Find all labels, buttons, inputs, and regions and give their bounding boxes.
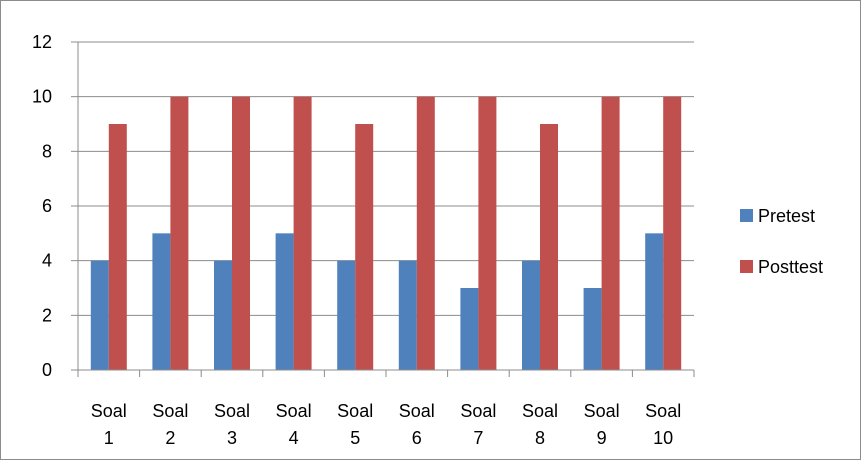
x-tick-label: Soal <box>460 401 496 421</box>
x-tick-label: 5 <box>350 428 360 448</box>
y-tick-label: 6 <box>42 196 52 216</box>
x-tick-label: 2 <box>165 428 175 448</box>
bar-pretest-3 <box>214 260 232 370</box>
x-tick-label: Soal <box>645 401 681 421</box>
x-tick-label: 7 <box>473 428 483 448</box>
bar-pretest-6 <box>398 260 417 370</box>
bar-pretest-2 <box>152 233 171 370</box>
x-tick-label: Soal <box>584 401 620 421</box>
y-tick-label: 0 <box>42 360 52 380</box>
x-tick-label: 10 <box>653 428 673 448</box>
y-tick-label: 12 <box>32 32 52 52</box>
x-tick-label: 3 <box>227 428 237 448</box>
y-tick-label: 2 <box>42 305 52 325</box>
legend: Pretest Posttest <box>740 206 823 277</box>
bar-posttest-5 <box>355 124 374 370</box>
y-tick-label: 8 <box>42 141 52 161</box>
bar-pretest-10 <box>645 233 664 370</box>
x-tick-label: Soal <box>152 401 188 421</box>
bar-posttest-3 <box>232 96 250 371</box>
legend-label-posttest: Posttest <box>758 257 823 277</box>
bar-pretest-9 <box>583 288 602 370</box>
bar-pretest-8 <box>522 260 540 370</box>
legend-label-pretest: Pretest <box>758 206 815 226</box>
bar-posttest-1 <box>108 124 127 370</box>
y-tick-label: 4 <box>42 251 52 271</box>
x-tick-label: 6 <box>412 428 422 448</box>
x-tick-label: 8 <box>535 428 545 448</box>
x-tick-label: 1 <box>104 428 114 448</box>
bar-posttest-6 <box>416 96 435 371</box>
bar-posttest-10 <box>663 96 682 371</box>
bar-pretest-7 <box>460 288 479 370</box>
x-tick-label: 4 <box>289 428 299 448</box>
x-tick-label: Soal <box>91 401 127 421</box>
bar-posttest-7 <box>478 96 497 371</box>
bars <box>90 96 682 371</box>
bar-posttest-2 <box>170 96 189 371</box>
bar-posttest-4 <box>293 96 312 371</box>
x-tick-label: Soal <box>214 401 250 421</box>
bar-pretest-1 <box>90 260 109 370</box>
x-tick-label: Soal <box>337 401 373 421</box>
bar-pretest-4 <box>275 233 294 370</box>
y-tick-label: 10 <box>32 87 52 107</box>
bar-posttest-8 <box>540 124 558 370</box>
x-tick-label: Soal <box>399 401 435 421</box>
x-tick-label: Soal <box>522 401 558 421</box>
bar-posttest-9 <box>601 96 620 371</box>
legend-swatch-pretest <box>740 209 753 222</box>
legend-swatch-posttest <box>740 260 753 273</box>
axes: 0 2 4 6 8 10 12 Soal 1 Soal 2 Soal 3 Soal 4 Soal 5 Soal 6 S… <box>32 32 695 448</box>
bar-pretest-5 <box>337 260 356 370</box>
x-tick-label: Soal <box>276 401 312 421</box>
x-tick-label: 9 <box>597 428 607 448</box>
